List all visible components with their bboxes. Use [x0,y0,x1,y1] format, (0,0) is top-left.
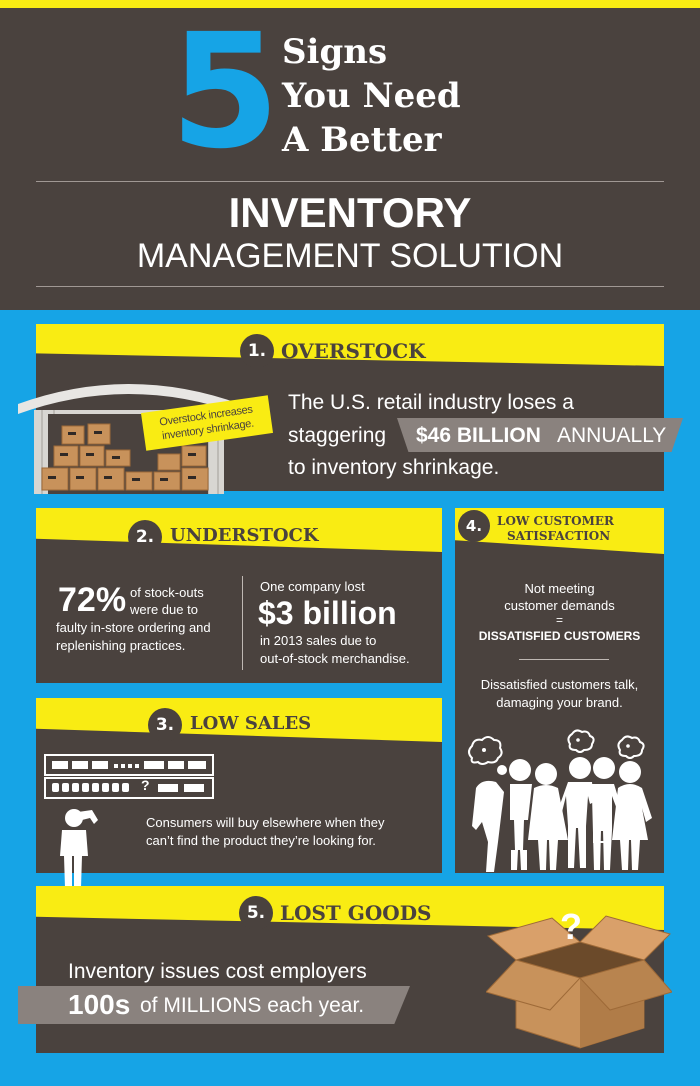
lost-goods-text-2: of MILLIONS each year. [140,994,365,1017]
header-subtitle: MANAGEMENT SOLUTION [136,237,564,275]
lost-goods-banner [18,986,410,1024]
overstock-number: 1. [240,334,274,368]
confused-shopper-icon [60,809,98,888]
understock-c2: in 2013 sales due to [260,633,377,648]
satisfaction-title-1: LOW CUSTOMER [497,514,615,528]
unhappy-crowd-illustration [468,729,652,872]
overstock-text-3: to inventory shrinkage. [288,456,500,479]
lost-goods-text-1: Inventory issues cost employers [68,960,367,983]
satisfaction-divider [519,659,609,660]
lost-goods-question-mark: ? [560,906,582,947]
understock-p4: replenishing practices. [56,638,186,653]
overstock-text-1: The U.S. retail industry loses a [288,391,574,414]
overstock-title: OVERSTOCK [281,339,426,363]
low-sales-title: LOW SALES [190,713,312,734]
header-divider-top [36,181,664,182]
understock-p2: were due to [130,602,198,617]
low-sales-text-2: can’t find the product they’re looking f… [146,833,376,848]
header-line-1: Signs [282,32,388,72]
understock-number: 2. [128,520,162,554]
header: 5 Signs You Need A Better INVENTORY MANA… [0,0,700,310]
shelf-question-mark: ? [141,777,150,793]
understock-pct: 72% [58,581,127,619]
header-number: 5 [170,0,280,184]
lost-goods-title: LOST GOODS [280,901,432,925]
satisfaction-l2: customer demands [504,598,615,613]
overstock-amount: $46 BILLION [416,424,541,447]
satisfaction-l3: DISSATISFIED CUSTOMERS [478,629,641,643]
lost-goods-number: 5. [239,896,273,930]
understock-p3: faulty in-store ordering and [56,620,211,635]
understock-divider [242,576,243,670]
satisfaction-l1: Not meeting [524,581,595,596]
low-sales-text-1: Consumers will buy elsewhere when they [146,815,385,830]
understock-p1: of stock-outs [130,585,204,600]
overstock-text-2: staggering [288,424,387,447]
satisfaction-eq: = [555,613,563,627]
section-lost-goods: 5. LOST GOODS Inventory issues cost empl… [36,886,664,1053]
satisfaction-number: 4. [458,510,490,542]
low-sales-number: 3. [148,708,182,742]
understock-title: UNDERSTOCK [170,525,319,546]
header-title: INVENTORY [228,189,472,236]
understock-c1: One company lost [260,579,365,594]
open-box-illustration [486,915,672,1049]
satisfaction-l4: Dissatisfied customers talk, [480,677,639,692]
header-line-2: You Need [282,76,461,116]
top-stripe [0,0,700,8]
header-line-3: A Better [282,120,442,160]
satisfaction-l5: damaging your brand. [496,695,623,710]
header-divider-bottom [36,286,664,287]
empty-shelf-illustration [44,754,214,799]
overstock-annually: ANNUALLY [557,424,667,447]
overstock-amount-banner [397,418,683,452]
section-low-sales: 3. LOW SALES Consumers will buy elsewher… [36,698,442,873]
lost-goods-big: 100s [68,989,131,1020]
section-understock: 2. UNDERSTOCK 72% of stock-outs were due… [36,508,442,683]
understock-c3: out-of-stock merchandise. [260,651,410,666]
satisfaction-title-2: SATISFACTION [507,529,611,543]
understock-big: $3 billion [258,595,397,631]
